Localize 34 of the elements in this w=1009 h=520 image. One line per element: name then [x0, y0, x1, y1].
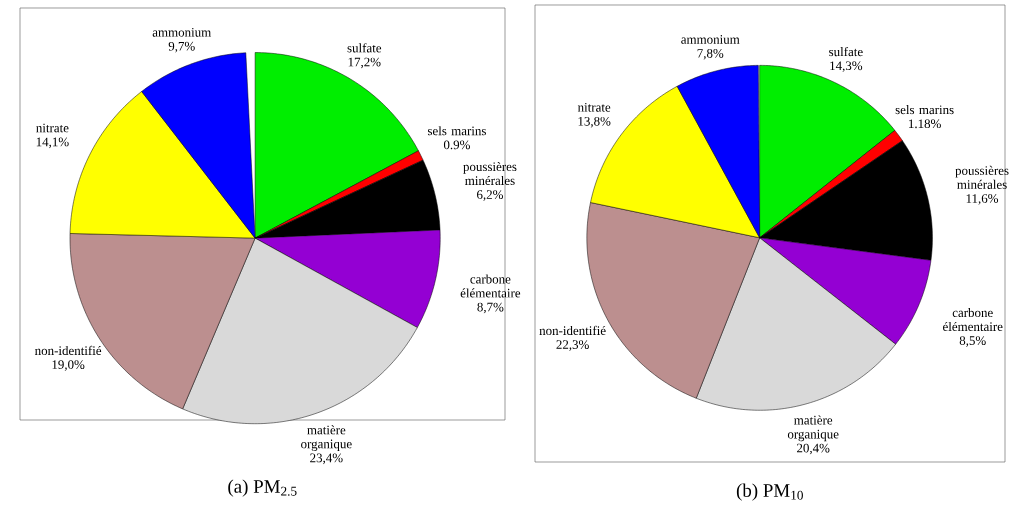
text: (a) PM$_{2.5}$ — [228, 479, 297, 497]
slice-label: ammonium — [681, 35, 740, 44]
data-label: 9,7% — [168, 41, 195, 53]
slice-label: non-identifié — [539, 325, 606, 336]
data-label: 8,5% — [959, 336, 986, 347]
data-label: 1.18% — [909, 119, 941, 129]
data-label: 14,1% — [36, 137, 69, 149]
slice-label: matière organique — [787, 415, 839, 442]
slice-label: nitrate — [577, 102, 611, 112]
data-label: 6,2% — [477, 190, 503, 201]
slice-label: ammonium — [152, 27, 212, 37]
slice-label: nitrate — [36, 123, 69, 133]
slice-label: sulfate — [829, 46, 863, 57]
data-label: 17,2% — [348, 57, 381, 69]
slice-label: carbone élémentaire — [460, 274, 521, 298]
text: (b) PM$_{10}$ — [736, 483, 803, 501]
data-label: 8,7% — [477, 302, 504, 314]
slice-label: carbone élémentaire — [943, 307, 1003, 331]
data-label: 14,3% — [830, 61, 863, 72]
data-label: 23,4% — [310, 453, 343, 465]
data-label: 22,3% — [556, 340, 589, 351]
data-label: 11,6% — [966, 194, 999, 205]
data-label: 13,8% — [578, 116, 611, 128]
slice-label: poussières minérales — [463, 161, 517, 186]
slice-label: sels marins — [427, 126, 486, 136]
slice-label: sels marins — [895, 105, 954, 115]
slice-label: sulfate — [347, 43, 382, 53]
slice-label: matière organique — [301, 425, 352, 451]
slice-label: non-identifié — [34, 345, 102, 356]
data-label: 0.9% — [443, 140, 470, 150]
data-label: 7,8% — [697, 49, 724, 60]
data-label: 20,4% — [797, 443, 830, 455]
slice-label: poussières minérales — [955, 165, 1009, 189]
data-label: 19,0% — [52, 360, 85, 371]
